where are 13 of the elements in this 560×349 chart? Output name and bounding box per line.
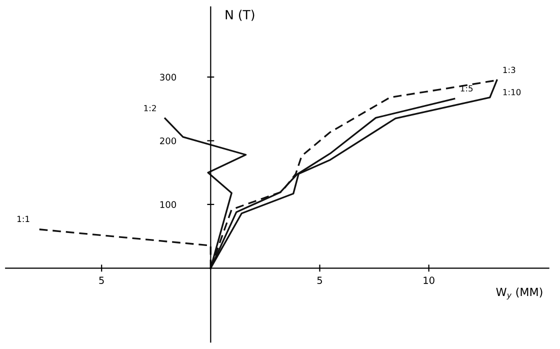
series-label: 1:3 [503,66,516,74]
y-tick-label: 100 [160,201,176,208]
x-axis-title: W$_{y}$ (MM) [496,288,542,300]
x-tick-label: 10 [424,276,434,284]
y-tick-label: 200 [160,137,176,144]
y-axis-title: N (T) [226,10,254,21]
series-label: 1:2 [144,104,156,112]
series-label: 1:10 [503,88,521,96]
series-label: 1:1 [17,216,30,222]
x-tick-label: 5 [99,276,104,284]
y-tick-label: 300 [160,74,176,81]
x-tick-label: 5 [317,276,322,284]
series-label: 1:5 [460,85,473,92]
